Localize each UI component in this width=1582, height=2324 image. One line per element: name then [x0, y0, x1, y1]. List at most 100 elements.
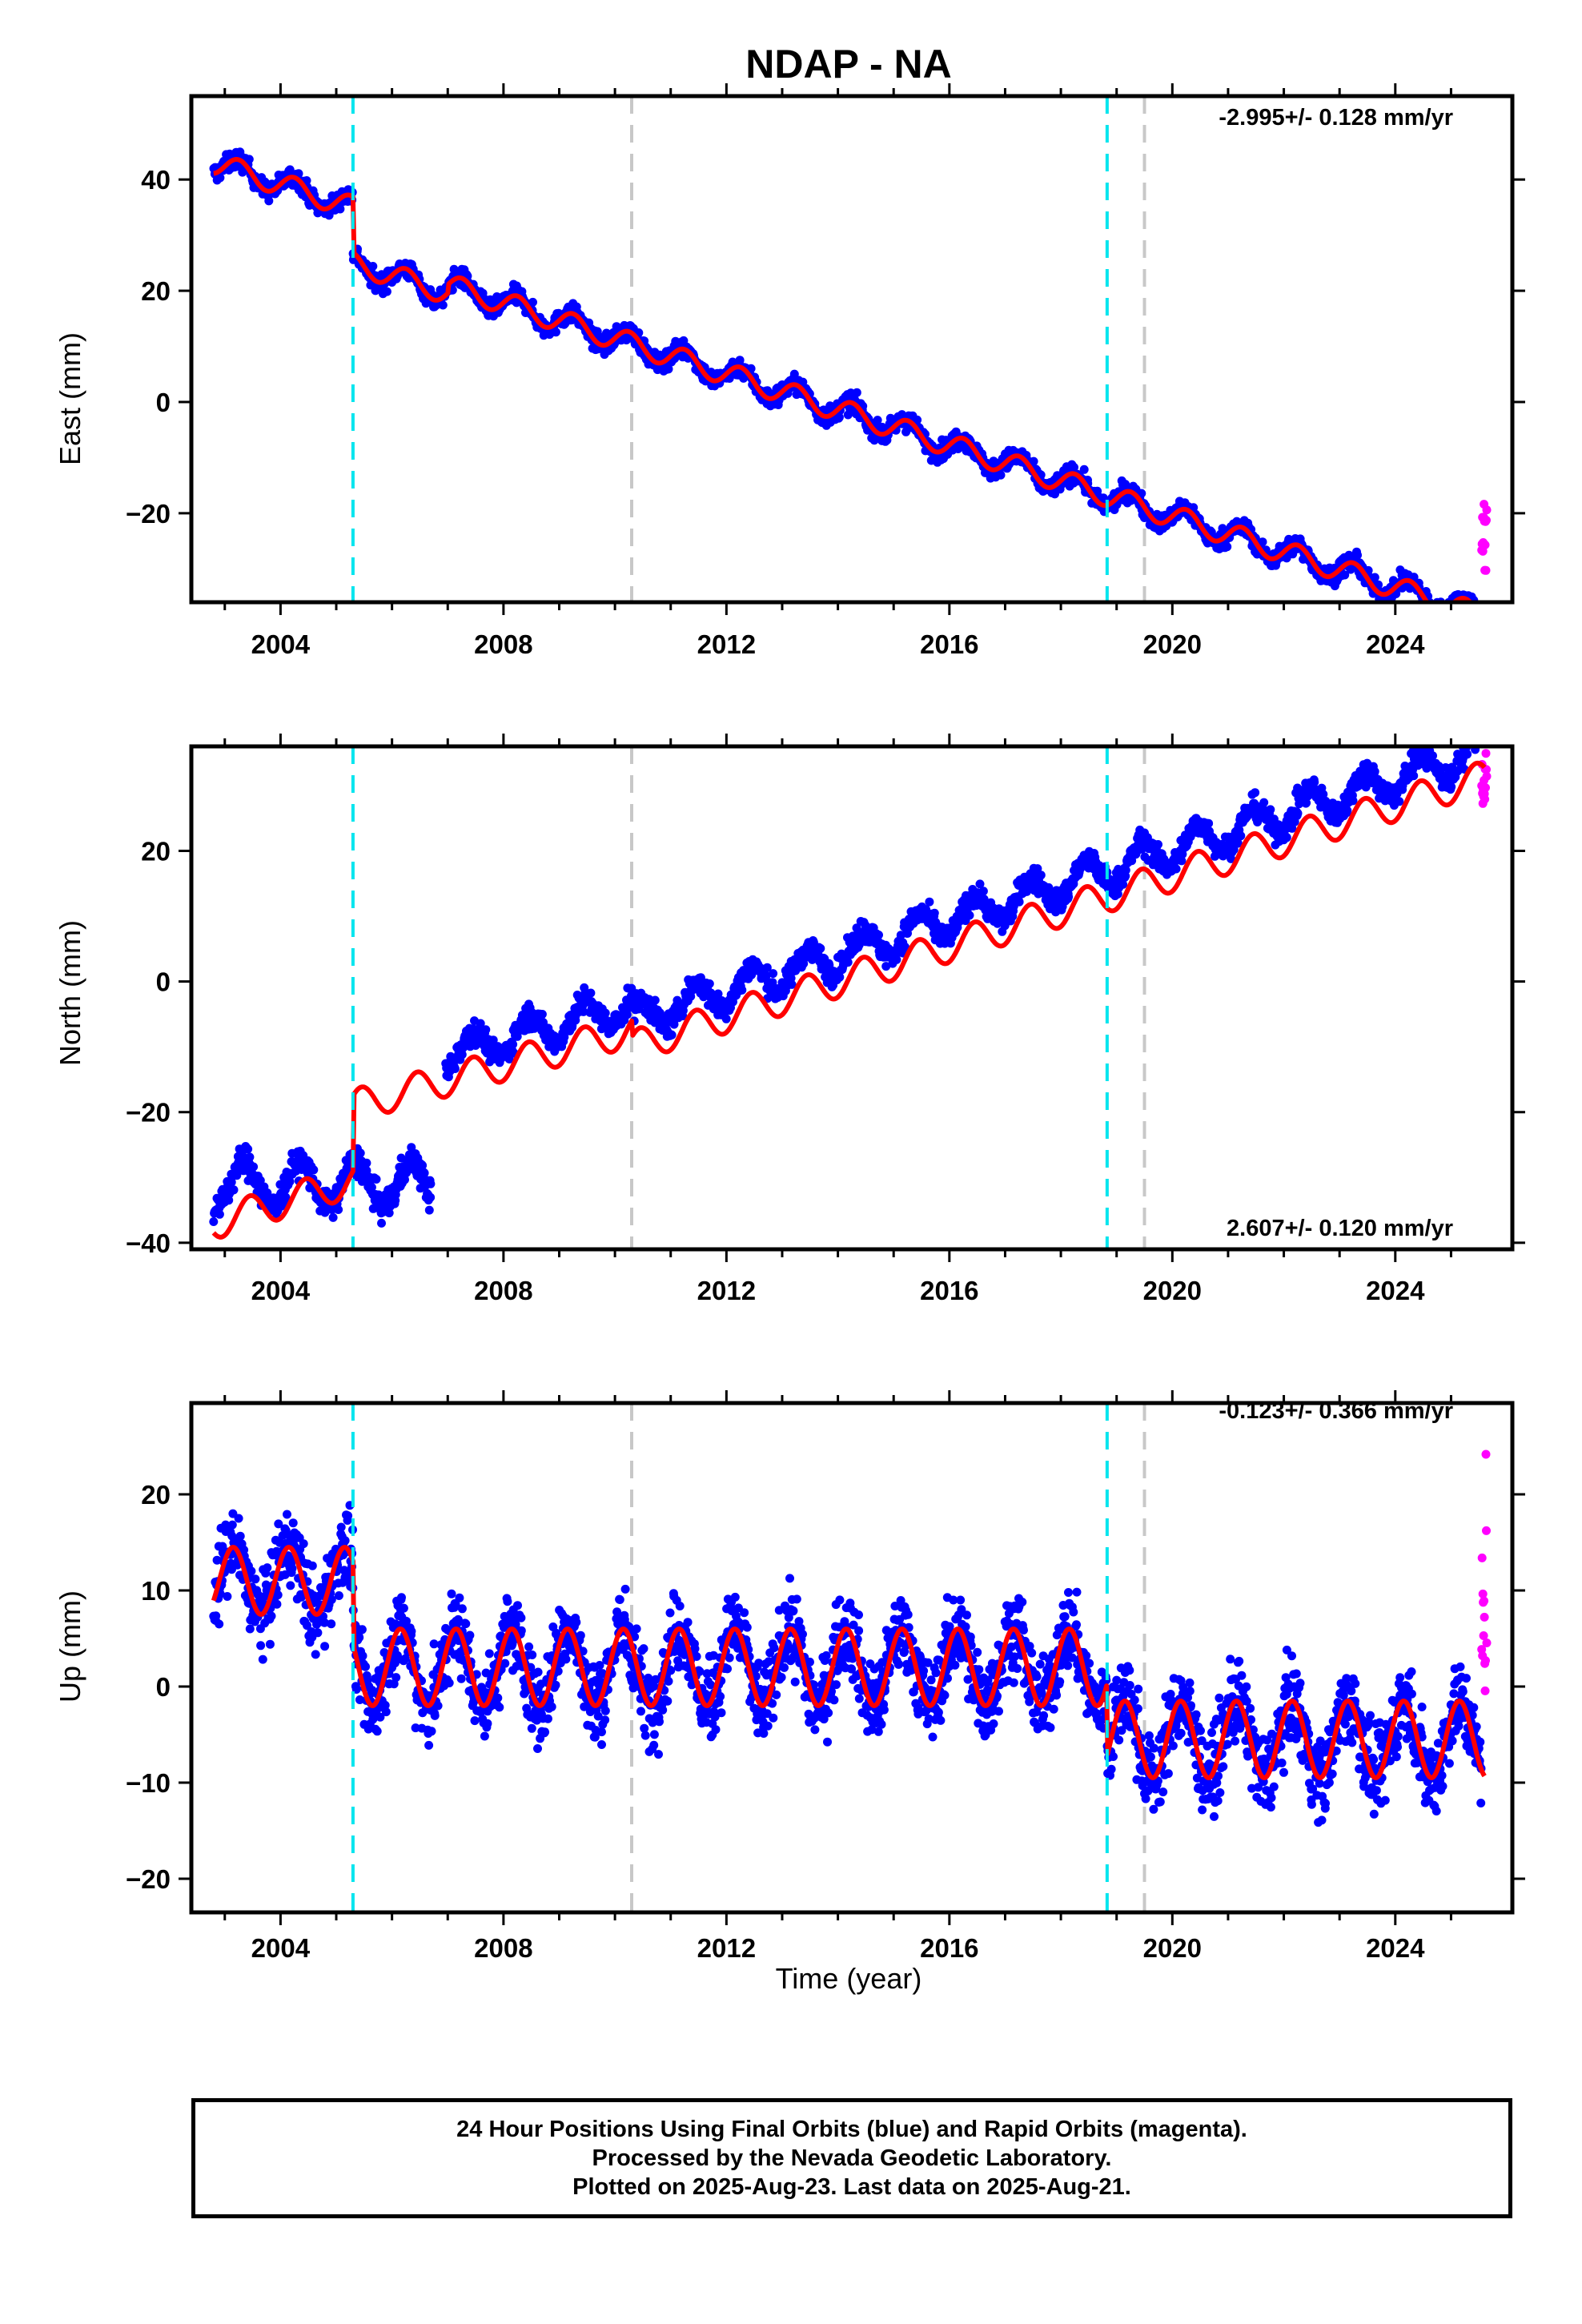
- east-final-point: [1429, 607, 1438, 616]
- up-final-point: [313, 1628, 323, 1638]
- east-final-point: [368, 262, 378, 271]
- north-x-tick-label: 2008: [474, 1276, 532, 1305]
- north-ylabel: North (mm): [54, 920, 86, 1066]
- north-plot-area: [209, 726, 1492, 1249]
- north-y-tick-label: −40: [126, 1228, 171, 1258]
- up-final-point: [283, 1510, 291, 1519]
- up-plot-area: [209, 1403, 1492, 1912]
- east-final-point: [735, 356, 745, 365]
- east-final-point: [382, 287, 391, 296]
- north-final-point: [1395, 797, 1404, 806]
- up-ylabel: Up (mm): [54, 1590, 86, 1703]
- east-rapid-point: [1482, 505, 1492, 515]
- north-x-tick-label: 2020: [1143, 1276, 1202, 1305]
- north-final-point: [737, 985, 747, 995]
- north-y-tick-label: 20: [141, 836, 171, 866]
- north-final-point: [328, 1212, 338, 1222]
- east-x-tick-label: 2004: [251, 629, 311, 659]
- east-rapid-point: [1481, 565, 1491, 575]
- east-final-point: [1353, 550, 1362, 560]
- north-frame: [189, 744, 1515, 1252]
- east-final-point: [873, 416, 882, 425]
- east-x-tick-label: 2012: [697, 629, 756, 659]
- north-final-point: [1468, 735, 1476, 744]
- east-final-point: [996, 470, 1006, 480]
- east-final-point: [1474, 603, 1483, 612]
- north-x-tick-label: 2004: [251, 1276, 311, 1305]
- east-final-point: [1223, 542, 1232, 552]
- up-final-point: [273, 1590, 283, 1600]
- north-rapid-point: [1481, 783, 1490, 793]
- east-final-point: [1427, 606, 1435, 615]
- north-final-point: [426, 1192, 436, 1202]
- north-final-point: [1470, 726, 1479, 734]
- east-final-point: [1439, 610, 1447, 619]
- east-final-point: [1473, 613, 1482, 622]
- up-final-point: [286, 1581, 295, 1590]
- up-final-point: [299, 1539, 308, 1549]
- east-final-point: [302, 176, 311, 185]
- east-final-point: [1441, 612, 1450, 621]
- north-rapid-orbit-points: [1477, 749, 1492, 808]
- east-y-tick-label: 20: [141, 276, 171, 306]
- up-final-point: [265, 1639, 275, 1649]
- north-final-point: [1259, 798, 1269, 807]
- north-final-point: [309, 1165, 319, 1175]
- north-final-point: [1310, 778, 1319, 787]
- east-final-point: [551, 328, 560, 337]
- north-final-point: [450, 1064, 460, 1073]
- east-final-point: [1426, 605, 1435, 613]
- north-final-point: [1409, 771, 1419, 781]
- east-panel: East (mm) -2.995+/- 0.128 mm/yr 2004 2008…: [54, 83, 1525, 659]
- east-final-point: [1476, 613, 1485, 622]
- north-final-point: [1251, 788, 1260, 798]
- north-final-point: [424, 1205, 434, 1215]
- north-final-point: [1464, 736, 1473, 745]
- north-final-point: [925, 897, 934, 907]
- north-final-point: [1463, 750, 1472, 759]
- north-final-point: [1469, 727, 1478, 736]
- up-panel: Up (mm) -0.123+/- 0.366 mm/yr Time (year…: [54, 1390, 1525, 1995]
- north-final-point: [1474, 730, 1483, 739]
- north-final-point: [426, 1179, 436, 1188]
- north-final-point: [874, 931, 883, 939]
- north-final-point: [1064, 892, 1074, 902]
- east-x-tick-label: 2024: [1366, 629, 1425, 659]
- east-final-point: [1472, 608, 1480, 617]
- east-x-tick-label: 2016: [920, 629, 978, 659]
- east-final-point: [1258, 537, 1267, 547]
- east-final-point: [1431, 610, 1439, 619]
- north-final-point: [1472, 737, 1480, 746]
- north-final-point: [371, 1175, 381, 1184]
- north-final-point: [1464, 734, 1473, 743]
- east-plot-area: [209, 96, 1492, 625]
- north-final-point: [1171, 864, 1181, 874]
- north-final-point: [1370, 766, 1379, 776]
- north-panel: North (mm) 2.607+/- 0.120 mm/yr 2004 2008…: [54, 726, 1525, 1305]
- east-final-point: [913, 415, 922, 424]
- east-final-point: [1442, 614, 1451, 623]
- north-y-tick-label: −20: [126, 1098, 171, 1128]
- up-final-point: [263, 1563, 272, 1573]
- east-final-point: [215, 173, 225, 183]
- north-final-point: [209, 1217, 219, 1226]
- east-final-point: [789, 369, 799, 379]
- north-final-point: [930, 908, 939, 918]
- up-final-point: [320, 1642, 330, 1651]
- east-final-point: [1475, 612, 1484, 621]
- north-final-point: [843, 958, 853, 967]
- east-final-point: [1431, 617, 1440, 625]
- east-final-point: [1434, 609, 1443, 617]
- x-axis-label: Time (year): [776, 1962, 922, 1995]
- north-rapid-point: [1482, 771, 1492, 781]
- east-final-point: [1439, 609, 1448, 618]
- north-final-point: [1476, 736, 1485, 745]
- east-final-point: [1070, 463, 1078, 472]
- up-final-point: [247, 1566, 256, 1576]
- north-final-point: [978, 887, 988, 896]
- east-final-point: [1438, 605, 1447, 614]
- north-final-point: [1473, 737, 1482, 746]
- up-final-point: [288, 1518, 298, 1528]
- east-final-point: [1340, 570, 1350, 580]
- east-final-point: [1430, 605, 1439, 614]
